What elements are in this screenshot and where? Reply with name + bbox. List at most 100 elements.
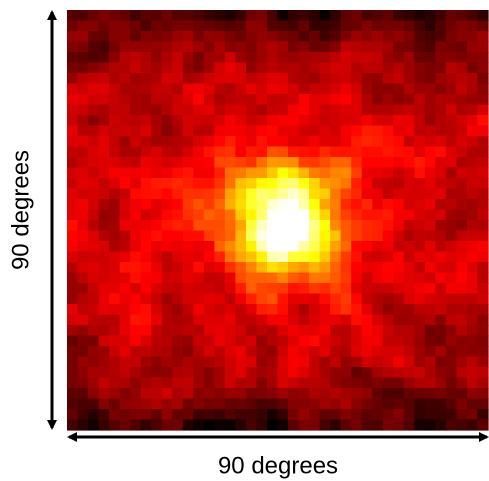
heat-pixel bbox=[151, 146, 163, 158]
heat-pixel bbox=[172, 115, 184, 127]
heat-pixel bbox=[224, 178, 237, 190]
heat-pixel bbox=[393, 125, 405, 137]
heat-pixel bbox=[393, 283, 405, 295]
heat-pixel bbox=[456, 356, 468, 368]
heat-pixel bbox=[424, 73, 436, 85]
heat-pixel bbox=[414, 178, 426, 190]
heat-pixel bbox=[393, 241, 405, 253]
heat-pixel bbox=[298, 377, 310, 389]
heat-pixel bbox=[330, 104, 342, 116]
heat-pixel bbox=[140, 83, 152, 95]
heat-pixel bbox=[277, 146, 289, 158]
heat-pixel bbox=[414, 251, 426, 263]
heat-pixel bbox=[298, 104, 310, 116]
heat-pixel bbox=[477, 419, 489, 431]
heat-pixel bbox=[403, 314, 415, 326]
heat-pixel bbox=[445, 398, 458, 410]
heat-pixel bbox=[330, 377, 342, 389]
heat-pixel bbox=[161, 304, 173, 316]
heat-pixel bbox=[203, 272, 215, 284]
heat-pixel bbox=[172, 419, 184, 431]
heat-pixel bbox=[319, 209, 331, 221]
heat-pixel bbox=[435, 20, 447, 32]
heat-pixel bbox=[98, 346, 110, 358]
heat-pixel bbox=[414, 367, 426, 379]
heat-pixel bbox=[214, 20, 226, 32]
heat-pixel bbox=[445, 115, 458, 127]
heat-pixel bbox=[403, 73, 415, 85]
heat-pixel bbox=[214, 293, 226, 305]
heat-pixel bbox=[266, 104, 279, 116]
heat-pixel bbox=[245, 136, 258, 148]
heat-pixel bbox=[67, 115, 79, 127]
heat-pixel bbox=[445, 157, 458, 169]
heat-pixel bbox=[414, 293, 426, 305]
heat-pixel bbox=[319, 125, 331, 137]
heat-pixel bbox=[361, 188, 373, 200]
heat-pixel bbox=[193, 146, 205, 158]
heat-pixel bbox=[172, 31, 184, 43]
heat-pixel bbox=[109, 272, 121, 284]
heat-pixel bbox=[214, 241, 226, 253]
heat-pixel bbox=[340, 367, 352, 379]
heat-pixel bbox=[466, 178, 479, 190]
heat-pixel bbox=[351, 146, 363, 158]
heat-pixel bbox=[424, 115, 436, 127]
heat-pixel bbox=[319, 199, 331, 211]
heat-pixel bbox=[361, 41, 373, 53]
heat-pixel bbox=[309, 62, 321, 74]
heat-pixel bbox=[193, 293, 205, 305]
heat-pixel bbox=[245, 314, 258, 326]
heat-pixel bbox=[351, 73, 363, 85]
heat-pixel bbox=[182, 304, 194, 316]
heat-pixel bbox=[130, 230, 142, 242]
heat-pixel bbox=[182, 356, 194, 368]
heat-pixel bbox=[214, 335, 226, 347]
heat-pixel bbox=[435, 409, 447, 421]
heat-pixel bbox=[330, 31, 342, 43]
heat-pixel bbox=[403, 146, 415, 158]
heat-pixel bbox=[235, 178, 247, 190]
heat-pixel bbox=[88, 62, 100, 74]
heat-pixel bbox=[67, 52, 79, 64]
heat-pixel bbox=[403, 167, 415, 179]
heat-pixel bbox=[256, 136, 268, 148]
heat-pixel bbox=[403, 94, 415, 106]
heat-pixel bbox=[361, 178, 373, 190]
heat-pixel bbox=[456, 251, 468, 263]
heat-pixel bbox=[67, 283, 79, 295]
heat-pixel bbox=[477, 262, 489, 274]
heat-pixel bbox=[119, 125, 131, 137]
heat-pixel bbox=[172, 125, 184, 137]
heat-pixel bbox=[77, 398, 89, 410]
heat-pixel bbox=[445, 325, 458, 337]
heat-pixel bbox=[214, 230, 226, 242]
heat-pixel bbox=[424, 62, 436, 74]
heat-pixel bbox=[172, 398, 184, 410]
heat-pixel bbox=[77, 220, 89, 232]
heat-pixel bbox=[330, 409, 342, 421]
heat-pixel bbox=[214, 31, 226, 43]
heat-pixel bbox=[140, 283, 152, 295]
heat-pixel bbox=[109, 73, 121, 85]
heat-pixel bbox=[140, 31, 152, 43]
heat-pixel bbox=[309, 241, 321, 253]
heat-pixel bbox=[193, 199, 205, 211]
heat-pixel bbox=[445, 199, 458, 211]
heat-pixel bbox=[319, 262, 331, 274]
heat-pixel bbox=[298, 125, 310, 137]
heat-pixel bbox=[130, 188, 142, 200]
heat-pixel bbox=[445, 230, 458, 242]
heat-pixel bbox=[372, 272, 384, 284]
heat-pixel bbox=[298, 73, 310, 85]
heat-pixel bbox=[298, 419, 310, 431]
heat-pixel bbox=[403, 31, 415, 43]
heat-pixel bbox=[424, 335, 436, 347]
heat-pixel bbox=[119, 325, 131, 337]
heat-pixel bbox=[456, 41, 468, 53]
heat-pixel bbox=[109, 325, 121, 337]
heat-pixel bbox=[414, 136, 426, 148]
heat-pixel bbox=[67, 209, 79, 221]
heat-pixel bbox=[88, 314, 100, 326]
heat-pixel bbox=[203, 83, 215, 95]
